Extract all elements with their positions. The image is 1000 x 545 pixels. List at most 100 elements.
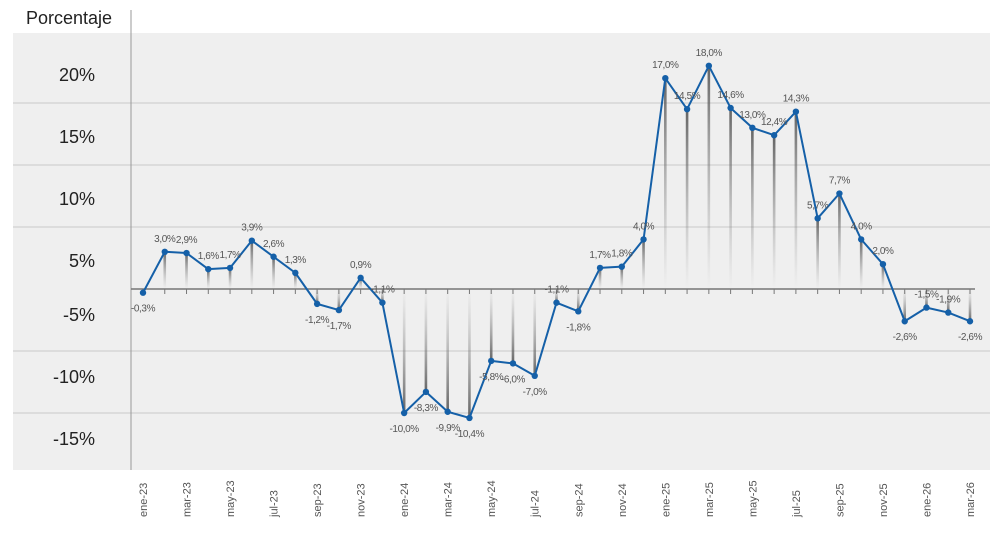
data-label: -10,0% (390, 424, 420, 435)
data-label: -7,0% (523, 387, 548, 398)
drop-line (968, 289, 972, 322)
data-label: -1,7% (327, 321, 352, 332)
drop-line (729, 107, 732, 290)
drop-line (751, 127, 754, 289)
data-point (531, 372, 538, 379)
data-label: -8,3% (414, 403, 439, 414)
data-label: 5,7% (807, 200, 829, 211)
drop-line (359, 277, 362, 289)
data-point (727, 104, 734, 112)
x-tick-label: ene-24 (399, 483, 411, 517)
data-point (640, 236, 647, 243)
drop-line (185, 253, 188, 289)
drop-line (598, 267, 602, 289)
drop-line (206, 269, 210, 289)
data-point (749, 124, 756, 131)
data-point (466, 414, 473, 422)
data-label: 2,6% (263, 239, 285, 250)
drop-line (337, 289, 341, 311)
data-label: -1,5% (914, 290, 939, 301)
data-label: -1,8% (566, 322, 591, 333)
drop-line (925, 289, 928, 308)
data-point (618, 263, 625, 270)
drop-line (489, 289, 493, 361)
data-label: 4,0% (633, 221, 655, 232)
x-tick-label: mar-24 (443, 482, 455, 517)
data-point (488, 357, 495, 365)
data-point (313, 300, 321, 308)
data-point (248, 237, 256, 244)
drop-line (468, 289, 471, 418)
data-label: -6,0% (501, 374, 526, 385)
x-tick-label: may-25 (747, 480, 759, 517)
drop-line (228, 267, 232, 289)
data-point (422, 388, 430, 396)
drop-line (838, 193, 841, 289)
drop-line (903, 289, 907, 322)
data-point (161, 248, 168, 255)
data-point (553, 299, 560, 306)
data-point (205, 265, 212, 273)
data-point (945, 309, 952, 316)
drop-line (163, 251, 167, 289)
drop-line (881, 264, 885, 289)
data-point (292, 269, 299, 277)
drop-line (555, 289, 558, 303)
drop-line (794, 111, 798, 290)
x-tick-label: nov-23 (356, 483, 368, 517)
y-tick-label: -10% (53, 367, 95, 387)
data-point (792, 108, 800, 115)
y-tick-label: -15% (53, 429, 95, 449)
x-tick-label: jul-23 (269, 490, 281, 518)
data-label: -1,1% (370, 285, 395, 296)
data-label: -9,9% (436, 423, 461, 434)
data-label: 4,0% (851, 221, 873, 232)
data-label: 1,7% (589, 250, 611, 261)
data-point (400, 409, 408, 417)
data-label: 1,7% (219, 250, 241, 261)
data-label: 1,8% (611, 249, 633, 260)
data-label: 0,9% (350, 260, 372, 271)
x-tick-label: jul-25 (791, 490, 803, 518)
data-point (139, 289, 147, 296)
data-label: 1,6% (198, 251, 220, 262)
drop-line (446, 289, 449, 412)
data-point (662, 75, 669, 82)
data-label: 7,7% (829, 176, 851, 187)
drop-line (315, 289, 319, 304)
data-label: 14,3% (783, 94, 810, 105)
drop-line (272, 256, 275, 289)
drop-line (642, 239, 645, 289)
y-tick-label: 20% (59, 65, 95, 85)
drop-line (511, 289, 515, 364)
data-label: -2,6% (958, 332, 983, 343)
drop-line (946, 289, 950, 313)
data-point (183, 249, 190, 257)
data-label: 12,4% (761, 117, 788, 128)
drop-line (685, 109, 689, 289)
data-point (966, 318, 974, 325)
x-tick-label: nov-25 (878, 483, 890, 517)
data-label: 14,6% (717, 90, 744, 101)
x-tick-label: ene-26 (921, 483, 933, 517)
data-point (509, 360, 517, 367)
data-label: 2,9% (176, 235, 198, 246)
data-label: -1,1% (544, 285, 569, 296)
data-label: 3,9% (241, 223, 263, 234)
x-tick-label: nov-24 (617, 483, 629, 517)
x-tick-label: ene-23 (138, 483, 150, 517)
data-point (705, 62, 713, 69)
data-label: 2,0% (872, 246, 894, 257)
data-point (444, 408, 451, 415)
x-tick-label: mar-23 (182, 482, 194, 517)
data-point (879, 261, 887, 268)
x-tick-label: mar-25 (704, 482, 716, 517)
data-point (683, 106, 691, 113)
drop-line (533, 289, 537, 376)
drop-line (381, 289, 384, 303)
data-label: 13,0% (739, 110, 766, 121)
data-label: 14,5% (674, 91, 701, 102)
drop-line (816, 218, 819, 289)
y-tick-label: -5% (63, 305, 95, 325)
x-tick-label: sep-25 (834, 483, 846, 517)
